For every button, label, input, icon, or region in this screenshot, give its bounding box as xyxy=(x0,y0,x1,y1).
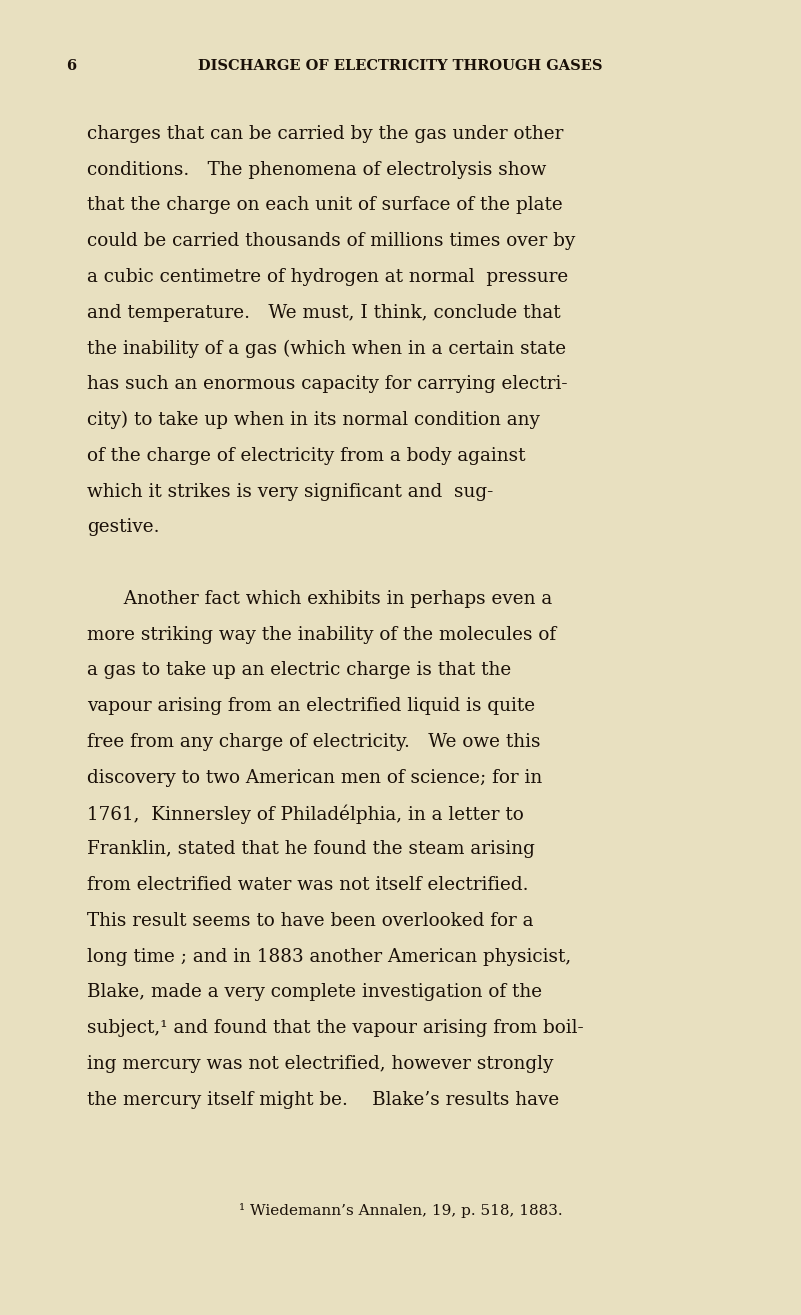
Text: ing mercury was not electrified, however strongly: ing mercury was not electrified, however… xyxy=(87,1055,553,1073)
Text: more striking way the inability of the molecules of: more striking way the inability of the m… xyxy=(87,626,557,643)
Text: free from any charge of electricity. We owe this: free from any charge of electricity. We … xyxy=(87,732,541,751)
Text: ¹ Wiedemann’s Annalen, 19, p. 518, 1883.: ¹ Wiedemann’s Annalen, 19, p. 518, 1883. xyxy=(239,1203,562,1218)
Text: could be carried thousands of millions times over by: could be carried thousands of millions t… xyxy=(87,233,576,250)
Text: that the charge on each unit of surface of the plate: that the charge on each unit of surface … xyxy=(87,196,563,214)
Text: Another fact which exhibits in perhaps even a: Another fact which exhibits in perhaps e… xyxy=(87,590,553,608)
Text: and temperature. We must, I think, conclude that: and temperature. We must, I think, concl… xyxy=(87,304,561,322)
Text: the mercury itself might be.  Blake’s results have: the mercury itself might be. Blake’s res… xyxy=(87,1090,560,1109)
Text: vapour arising from an electrified liquid is quite: vapour arising from an electrified liqui… xyxy=(87,697,535,715)
Text: Blake, made a very complete investigation of the: Blake, made a very complete investigatio… xyxy=(87,984,542,1001)
Text: city) to take up when in its normal condition any: city) to take up when in its normal cond… xyxy=(87,412,540,429)
Text: conditions. The phenomena of electrolysis show: conditions. The phenomena of electrolysi… xyxy=(87,160,547,179)
Text: 1761,  Kinnersley of Philadélphia, in a letter to: 1761, Kinnersley of Philadélphia, in a l… xyxy=(87,805,524,825)
Text: which it strikes is very significant and  sug-: which it strikes is very significant and… xyxy=(87,483,493,501)
Text: a cubic centimetre of hydrogen at normal  pressure: a cubic centimetre of hydrogen at normal… xyxy=(87,268,569,285)
Text: gestive.: gestive. xyxy=(87,518,160,537)
Text: This result seems to have been overlooked for a: This result seems to have been overlooke… xyxy=(87,911,533,930)
Text: discovery to two American men of science; for in: discovery to two American men of science… xyxy=(87,769,542,786)
Text: charges that can be carried by the gas under other: charges that can be carried by the gas u… xyxy=(87,125,564,143)
Text: DISCHARGE OF ELECTRICITY THROUGH GASES: DISCHARGE OF ELECTRICITY THROUGH GASES xyxy=(199,59,602,74)
Text: of the charge of electricity from a body against: of the charge of electricity from a body… xyxy=(87,447,525,464)
Text: has such an enormous capacity for carrying electri-: has such an enormous capacity for carryi… xyxy=(87,375,568,393)
Text: the inability of a gas (which when in a certain state: the inability of a gas (which when in a … xyxy=(87,339,566,358)
Text: 6: 6 xyxy=(66,59,76,74)
Text: a gas to take up an electric charge is that the: a gas to take up an electric charge is t… xyxy=(87,661,512,680)
Text: subject,¹ and found that the vapour arising from boil-: subject,¹ and found that the vapour aris… xyxy=(87,1019,584,1038)
Text: from electrified water was not itself electrified.: from electrified water was not itself el… xyxy=(87,876,529,894)
Text: long time ; and in 1883 another American physicist,: long time ; and in 1883 another American… xyxy=(87,948,572,965)
Text: Franklin, stated that he found the steam arising: Franklin, stated that he found the steam… xyxy=(87,840,535,859)
